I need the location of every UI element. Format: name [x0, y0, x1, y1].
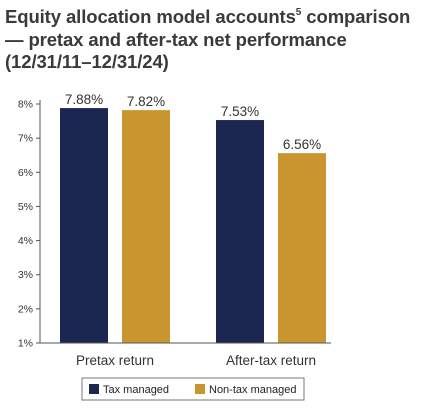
- y-tick-label: 8%: [18, 99, 33, 111]
- legend: Tax managed Non-tax managed: [81, 377, 305, 401]
- y-tick-label: 5%: [18, 201, 33, 213]
- bars: [60, 108, 326, 344]
- chart-title-main: Equity allocation model accounts: [5, 6, 296, 27]
- category-label: Pretax return: [76, 353, 154, 368]
- chart-title: Equity allocation model accounts5 compar…: [5, 6, 423, 74]
- legend-label: Non-tax managed: [209, 384, 296, 396]
- legend-label: Tax managed: [103, 384, 169, 396]
- y-tick-label: 1%: [18, 338, 33, 350]
- y-tick-label: 3%: [18, 269, 33, 281]
- category-label: After-tax return: [226, 353, 316, 368]
- data-label: 7.53%: [221, 104, 259, 119]
- y-tick-label: 2%: [18, 303, 33, 315]
- y-tick-label: 7%: [18, 133, 33, 145]
- bar-non-tax-managed-pretax: [122, 110, 170, 343]
- bar-tax-managed-after-tax: [216, 120, 264, 343]
- data-label: 6.56%: [283, 137, 321, 152]
- data-labels: 7.88% 7.82% 7.53% 6.56%: [65, 92, 321, 152]
- data-label: 7.88%: [65, 92, 103, 107]
- legend-swatch: [89, 384, 99, 394]
- x-axis: Pretax return After-tax return: [40, 342, 331, 368]
- bar-non-tax-managed-after-tax: [278, 153, 326, 343]
- bar-tax-managed-pretax: [60, 108, 108, 344]
- y-tick-label: 4%: [18, 235, 33, 247]
- legend-swatch: [195, 384, 205, 394]
- footnote-marker: 5: [295, 6, 302, 18]
- y-axis: 1% 2% 3% 4% 5% 6% 7% 8%: [18, 99, 41, 350]
- data-label: 7.82%: [127, 94, 165, 109]
- chart-title-rest: comparison — pretax and after-tax net pe…: [5, 6, 411, 72]
- y-tick-label: 6%: [18, 167, 33, 179]
- legend-box: [81, 377, 305, 401]
